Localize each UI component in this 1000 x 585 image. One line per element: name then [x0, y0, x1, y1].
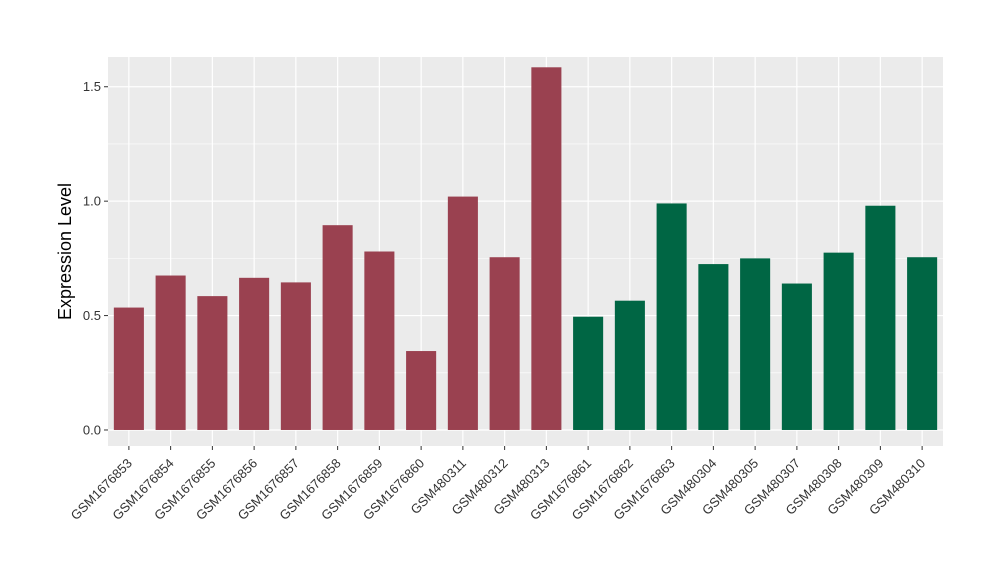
bar-GSM1676856: [239, 277, 270, 430]
bar-GSM1676854: [155, 275, 186, 430]
y-tick-label: 0.0: [83, 422, 101, 437]
bar-GSM1676859: [364, 251, 395, 430]
bar-GSM1676860: [406, 351, 437, 430]
bar-GSM1676858: [322, 225, 353, 430]
y-axis-title: Expression Level: [55, 183, 75, 320]
bar-GSM1676861: [573, 316, 604, 430]
bar-GSM480312: [489, 257, 520, 430]
bar-GSM1676855: [197, 296, 228, 430]
bar-GSM480308: [823, 252, 854, 430]
y-tick-label: 1.0: [83, 194, 101, 209]
bar-GSM480311: [447, 196, 478, 430]
bar-GSM1676853: [113, 307, 144, 430]
bar-GSM480304: [698, 264, 729, 430]
plot-panel: [108, 57, 943, 446]
bar-GSM1676862: [614, 300, 645, 430]
bar-GSM480305: [740, 258, 771, 430]
bar-GSM480310: [907, 257, 938, 430]
bar-GSM480313: [531, 67, 562, 430]
bar-GSM1676863: [656, 203, 687, 430]
bar-GSM480307: [781, 283, 812, 430]
bar-GSM480309: [865, 205, 896, 430]
bar-GSM1676857: [280, 282, 311, 430]
y-tick-label: 0.5: [83, 308, 101, 323]
y-tick-label: 1.5: [83, 79, 101, 94]
